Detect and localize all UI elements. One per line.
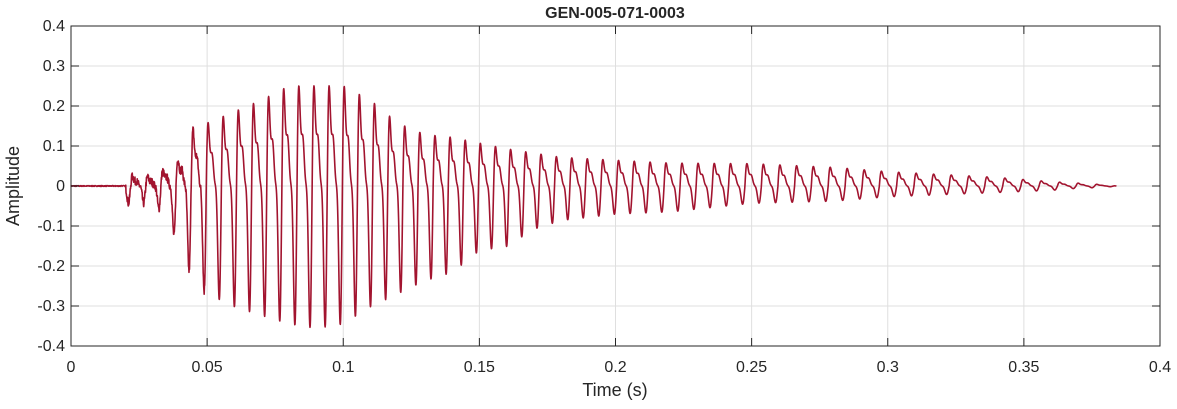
x-tick-label: 0.25	[736, 359, 767, 376]
x-tick-label: 0.4	[1149, 359, 1171, 376]
x-tick-label: 0.35	[1008, 359, 1039, 376]
waveform-line	[70, 85, 1117, 329]
y-tick-label: -0.1	[37, 218, 65, 235]
x-tick-label: 0.05	[192, 359, 223, 376]
y-tick-label: -0.3	[37, 298, 65, 315]
y-axis-label: Amplitude	[3, 146, 23, 226]
x-tick-label: 0.3	[877, 359, 899, 376]
x-tick-label: 0.15	[464, 359, 495, 376]
x-tick-labels: 0 0.05 0.1 0.15 0.2 0.25 0.3 0.35 0.4	[67, 359, 1172, 376]
y-tick-label: 0.4	[43, 18, 65, 35]
y-tick-label: 0	[56, 178, 65, 195]
y-tick-labels: -0.4 -0.3 -0.2 -0.1 0 0.1 0.2 0.3 0.4	[37, 18, 65, 355]
chart-title: GEN-005-071-0003	[545, 5, 685, 22]
x-tick-label: 0.1	[332, 359, 354, 376]
x-axis-label: Time (s)	[582, 380, 647, 400]
y-tick-label: -0.4	[37, 338, 65, 355]
y-tick-label: -0.2	[37, 258, 65, 275]
x-tick-label: 0	[67, 359, 76, 376]
y-tick-label: 0.3	[43, 58, 65, 75]
ticks	[70, 25, 1161, 347]
x-tick-label: 0.2	[604, 359, 626, 376]
y-tick-label: 0.1	[43, 138, 65, 155]
y-tick-label: 0.2	[43, 98, 65, 115]
